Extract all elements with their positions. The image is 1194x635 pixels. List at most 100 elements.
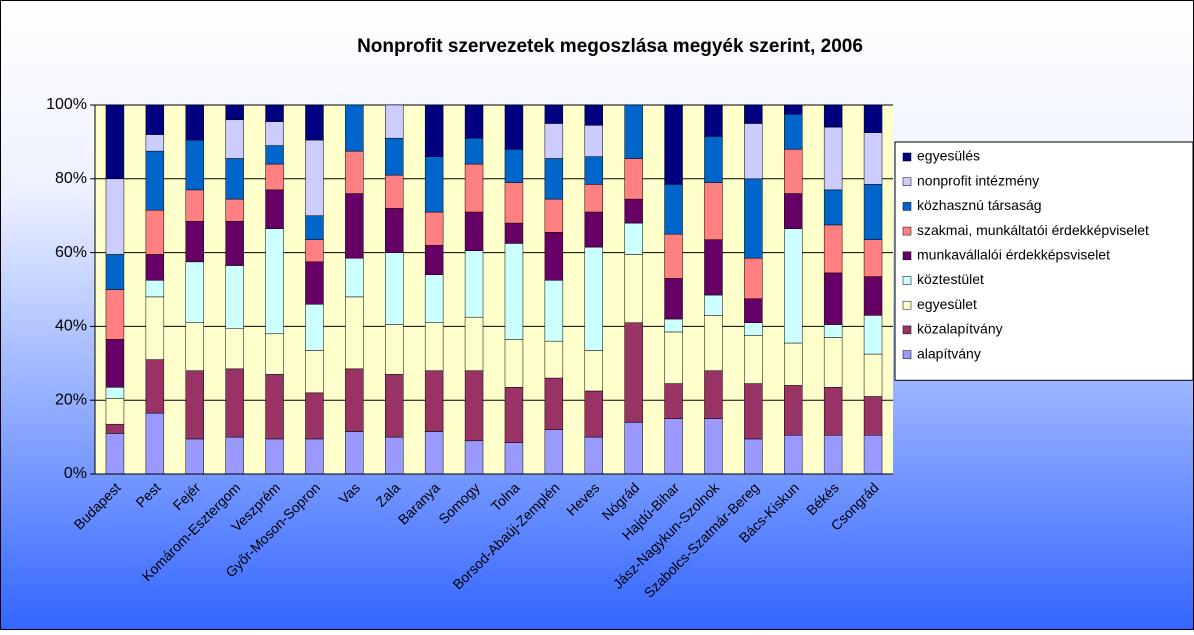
bar-segment: [704, 182, 723, 240]
bar-segment: [504, 222, 524, 244]
bar-segment: [464, 316, 484, 371]
bar-segment: [105, 178, 125, 255]
bar-segment: [744, 104, 763, 124]
bar-segment: [424, 104, 444, 157]
bar-segment: [784, 193, 803, 229]
bar-segment: [664, 233, 683, 279]
bar-segment: [464, 163, 484, 213]
y-tick-label: 20%: [55, 391, 87, 408]
bar-segment: [863, 315, 883, 355]
bar-segment: [385, 137, 404, 176]
bar-segment: [305, 261, 324, 305]
bar-segment: [305, 104, 324, 141]
bar-segment: [704, 370, 723, 419]
bar-segment: [424, 156, 444, 213]
bar-segment: [424, 322, 444, 371]
bar-segment: [105, 433, 125, 475]
bar-segment: [823, 104, 843, 128]
bar-segment: [265, 374, 284, 440]
bar-segment: [704, 418, 723, 475]
bar-segment: [345, 431, 364, 475]
bar-segment: [345, 257, 364, 298]
bar-segment: [424, 244, 444, 275]
bar-segment: [225, 436, 244, 475]
bar-segment: [784, 113, 803, 150]
bar-segment: [424, 370, 444, 432]
bar-segment: [744, 123, 763, 180]
bar-segment: [744, 178, 763, 259]
bar-segment: [225, 119, 244, 159]
bar-segment: [185, 370, 204, 440]
bar-segment: [385, 252, 404, 325]
bar-segment: [704, 104, 723, 137]
bar-segment: [424, 431, 444, 475]
bar-segment: [105, 423, 125, 434]
bar-segment: [784, 385, 803, 436]
bar-segment: [784, 104, 803, 115]
bar-segment: [744, 383, 763, 440]
bar-segment: [584, 350, 603, 392]
bar-segment: [744, 438, 763, 475]
bar-segment: [305, 239, 324, 263]
bar-segment: [265, 163, 284, 191]
bar-segment: [385, 374, 404, 438]
bar-segment: [704, 315, 723, 371]
bar-segment: [464, 440, 484, 475]
bar-segment: [345, 104, 364, 152]
bar-segment: [823, 126, 843, 191]
bar-segment: [424, 211, 444, 246]
bar-segment: [265, 104, 284, 122]
bar-segment: [584, 390, 603, 438]
bar-segment: [225, 220, 244, 266]
bar-segment: [544, 158, 564, 200]
bar-segment: [504, 182, 524, 224]
bar-segment: [185, 220, 204, 263]
bar-segment: [664, 104, 683, 185]
y-tick-label: 100%: [46, 96, 87, 113]
bar-segment: [105, 387, 125, 399]
bar-segment: [544, 123, 564, 159]
bar-segment: [385, 174, 404, 209]
bar-segment: [784, 342, 803, 386]
bar-segment: [584, 436, 603, 475]
bar-segment: [345, 368, 364, 432]
bar-segment: [863, 132, 883, 185]
bar-segment: [544, 429, 564, 475]
legend-swatch: [902, 300, 912, 310]
bar-segment: [265, 438, 284, 475]
bar-segment: [305, 139, 324, 216]
bar-segment: [464, 370, 484, 442]
bar-segment: [225, 327, 244, 370]
bar-segment: [105, 254, 125, 290]
bar-segment: [544, 198, 564, 233]
bar-segment: [823, 324, 843, 338]
bar-segment: [823, 272, 843, 325]
bar-segment: [105, 289, 125, 340]
bar-segment: [664, 184, 683, 235]
bar-segment: [584, 156, 603, 185]
legend-label: közalapítvány: [917, 321, 1003, 337]
bar-segment: [664, 331, 683, 384]
bar-segment: [504, 442, 524, 475]
bar-segment: [624, 322, 643, 423]
bar-segment: [624, 158, 643, 200]
bar-segment: [664, 418, 683, 475]
legend-swatch: [902, 251, 912, 261]
bar-segment: [145, 134, 165, 152]
bar-segment: [265, 228, 284, 335]
bar-segment: [145, 412, 165, 475]
bar-segment: [105, 398, 125, 425]
bar-segment: [863, 239, 883, 277]
y-tick-label: 40%: [55, 318, 87, 335]
bar-segment: [385, 436, 404, 475]
bar-segment: [185, 322, 204, 371]
bar-segment: [504, 243, 524, 340]
chart-title: Nonprofit szervezetek megoszlása megyék …: [357, 36, 863, 57]
bar-segment: [185, 104, 204, 141]
legend-swatch: [902, 226, 912, 236]
bar-segment: [185, 189, 204, 222]
bar-segment: [464, 137, 484, 165]
bar-segment: [225, 198, 244, 222]
bar-segment: [544, 340, 564, 379]
